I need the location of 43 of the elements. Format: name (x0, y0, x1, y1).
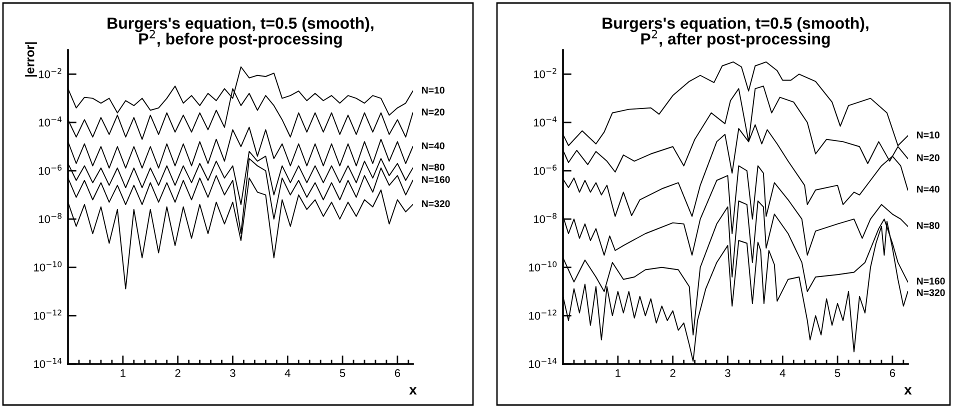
y-tick-label: 10$^{−8}$ (38, 212, 62, 224)
x-tick-label: 5 (340, 369, 346, 378)
x-axis-title: x (409, 387, 417, 394)
x-tick-label: 3 (725, 369, 730, 378)
y-tick-label: 10$^{−8}$ (534, 212, 557, 224)
series-label: N=40 (422, 142, 444, 150)
series-label: N=320 (422, 200, 450, 208)
y-tick-label: 10$^{−12}$ (529, 310, 556, 320)
y-tick-label: 10$^{−4}$ (38, 116, 62, 127)
y-tick-label: 10$^{−6}$ (38, 164, 62, 175)
series-label: N=80 (916, 222, 940, 229)
series-label: N=80 (422, 164, 444, 171)
x-tick-label: 3 (230, 369, 236, 378)
x-tick-label: 2 (670, 369, 676, 377)
y-tick-label: 10$^{−10}$ (529, 261, 557, 272)
x-tick-label: 1 (120, 369, 126, 377)
chart-title: Burgers's equation, t=0.5 (smooth), P$^{2}$, before post-processing (108, 17, 374, 48)
y-tick-label: 10$^{−14}$ (529, 358, 557, 368)
y-tick-label: 10$^{−14}$ (34, 358, 62, 368)
series-label: N=40 (916, 186, 940, 193)
series-label: N=160 (422, 176, 450, 183)
x-axis-title: x (904, 387, 912, 394)
x-tick-label: 1 (616, 369, 620, 377)
chart-title: Burgers's equation, t=0.5 (smooth), P$^{2}$, after post-processing (602, 17, 868, 48)
series-label: N=10 (422, 86, 444, 94)
series-label: N=10 (916, 132, 940, 138)
x-tick-label: 6 (890, 369, 896, 378)
y-tick-label: 10$^{−4}$ (534, 116, 557, 127)
series-label: N=20 (422, 108, 444, 116)
y-tick-label: 10$^{−2}$ (534, 68, 556, 78)
series-label: N=320 (916, 289, 945, 296)
x-tick-label: 4 (284, 369, 290, 377)
y-axis-title: |error| (25, 42, 37, 77)
y-tick-label: 10$^{−6}$ (534, 164, 557, 175)
x-tick-label: 4 (780, 369, 786, 377)
y-tick-label: 10$^{−12}$ (34, 310, 62, 320)
x-tick-label: 6 (394, 369, 400, 378)
series-label: N=20 (916, 154, 940, 162)
x-tick-label: 5 (834, 369, 840, 378)
y-tick-label: 10$^{−2}$ (38, 68, 62, 78)
x-tick-label: 2 (175, 369, 180, 377)
series-label: N=160 (916, 278, 945, 285)
y-tick-label: 10$^{−10}$ (34, 261, 62, 272)
